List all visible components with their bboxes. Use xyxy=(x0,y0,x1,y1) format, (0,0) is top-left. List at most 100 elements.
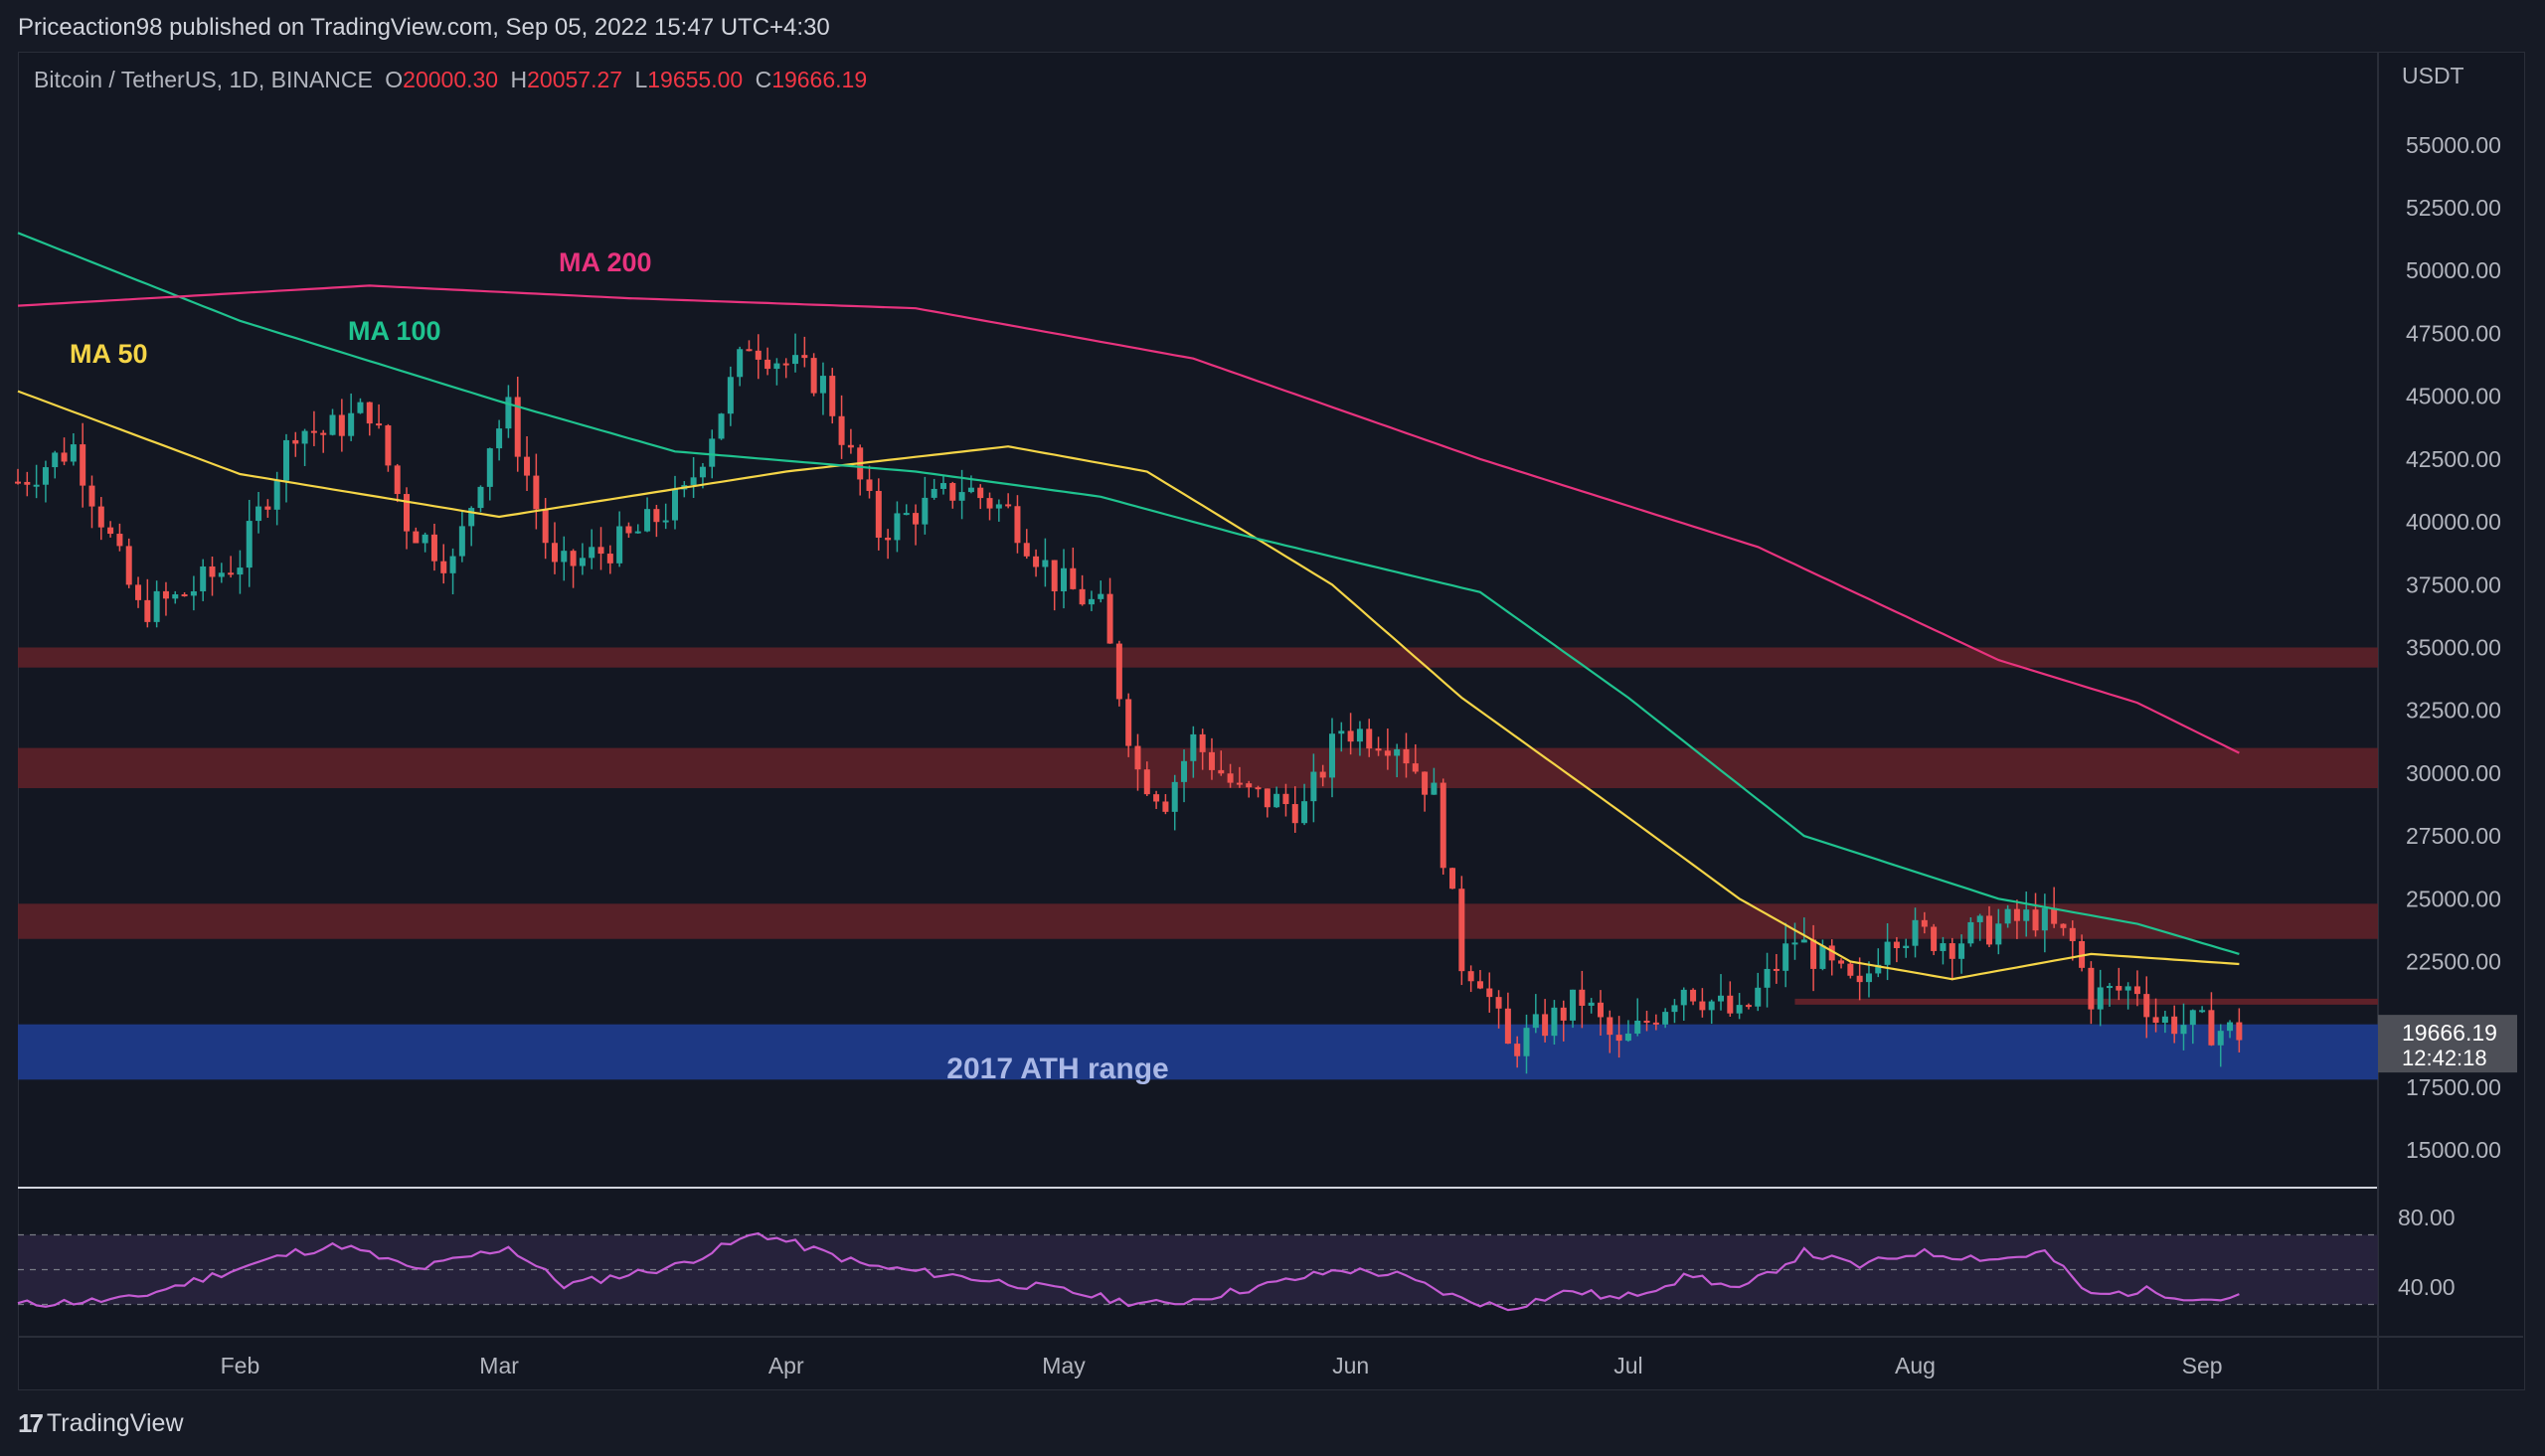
month-tick-label: Sep xyxy=(2182,1353,2223,1378)
price-tick-label: 30000.00 xyxy=(2406,760,2501,786)
candle-body xyxy=(1847,963,1854,976)
price-tick-label: 55000.00 xyxy=(2406,132,2501,158)
candle-body xyxy=(2217,1031,2224,1046)
last-price-badge xyxy=(2378,1015,2517,1073)
candle-body xyxy=(1810,939,1817,969)
candle-body xyxy=(1903,945,1910,949)
published-line: Priceaction98 published on TradingView.c… xyxy=(18,14,830,41)
candle-body xyxy=(866,479,873,491)
brand-name: TradingView xyxy=(46,1408,184,1437)
candle-body xyxy=(218,572,225,577)
candle-body xyxy=(1838,960,1845,964)
candle-body xyxy=(2116,986,2122,991)
candle-body xyxy=(1791,942,1798,945)
candle-body xyxy=(404,494,411,532)
candle-body xyxy=(709,438,716,467)
candle-body xyxy=(282,439,289,481)
candle-body xyxy=(42,467,49,485)
candle-body xyxy=(449,556,456,573)
candle-body xyxy=(181,594,188,597)
candle-body xyxy=(107,527,114,535)
candle-body xyxy=(1264,788,1271,808)
resistance-zone xyxy=(18,647,2378,668)
candle-body xyxy=(1773,968,1780,971)
candle-body xyxy=(1708,1001,1715,1011)
candle-body xyxy=(949,483,956,501)
candle-body xyxy=(162,590,169,599)
candle-body xyxy=(33,484,40,487)
price-tick-label: 35000.00 xyxy=(2406,634,2501,660)
candle-body xyxy=(61,452,68,462)
candle-body xyxy=(1208,751,1215,770)
candle-body xyxy=(1514,1044,1521,1056)
candle-body xyxy=(1394,748,1401,756)
candle-body xyxy=(838,415,845,445)
candle-body xyxy=(1005,504,1012,507)
candle-body xyxy=(1014,506,1021,544)
candle-body xyxy=(1643,1021,1650,1024)
ma-line-100 xyxy=(17,232,2240,955)
candle-body xyxy=(1570,989,1577,1021)
candle-body xyxy=(1662,1012,1669,1025)
candle-body xyxy=(273,480,280,510)
candle-body xyxy=(52,452,59,468)
candle-body xyxy=(551,543,558,563)
candle-body xyxy=(2088,967,2095,1010)
month-tick-label: Jun xyxy=(1332,1353,1369,1378)
candle-body xyxy=(894,513,901,541)
candle-body xyxy=(2013,908,2020,921)
annotation-label: MA 50 xyxy=(70,339,148,369)
candle-body xyxy=(2161,1016,2168,1024)
candle-body xyxy=(1449,868,1456,890)
candle-body xyxy=(1051,560,1058,591)
footer-brand[interactable]: 17 TradingView xyxy=(18,1403,184,1443)
candle-body xyxy=(190,590,197,596)
candle-body xyxy=(1384,750,1391,756)
candle-body xyxy=(1893,941,1900,949)
candle-body xyxy=(986,498,993,509)
candle-body xyxy=(1088,598,1095,605)
candle-body xyxy=(2227,1022,2234,1032)
price-tick-label: 15000.00 xyxy=(2406,1137,2501,1163)
candle-body xyxy=(1764,968,1771,988)
candle-body xyxy=(1690,989,1697,1002)
candle-body xyxy=(413,531,420,544)
candle-body xyxy=(644,509,651,532)
candle-body xyxy=(690,477,697,486)
price-tick-label: 47500.00 xyxy=(2406,320,2501,346)
candle-body xyxy=(1227,773,1234,783)
candle-body xyxy=(2023,909,2030,921)
month-tick-label: Feb xyxy=(221,1353,260,1378)
candle-body xyxy=(1671,1005,1678,1013)
publish-header: Priceaction98 published on TradingView.c… xyxy=(0,0,2545,58)
candle-body xyxy=(1699,1001,1706,1011)
candle-body xyxy=(1162,801,1169,812)
rsi-tick-label: 80.00 xyxy=(2398,1205,2456,1230)
candle-body xyxy=(597,547,604,555)
candle-body xyxy=(2051,907,2058,924)
candle-body xyxy=(1403,748,1410,764)
candle-body xyxy=(1486,988,1493,998)
candle-body xyxy=(1504,1008,1511,1045)
candle-body xyxy=(329,414,336,435)
candle-body xyxy=(995,504,1002,509)
candle-body xyxy=(2004,908,2011,924)
candle-body xyxy=(570,551,577,566)
candle-body xyxy=(1718,995,1725,1002)
candle-body xyxy=(366,402,373,424)
candle-body xyxy=(1800,939,1807,943)
candle-body xyxy=(847,444,854,448)
candle-body xyxy=(755,350,762,360)
candle-body xyxy=(958,492,965,501)
candle-body xyxy=(1579,989,1586,1006)
candle-body xyxy=(662,520,669,523)
candle-body xyxy=(1995,923,2002,945)
candle-body xyxy=(1125,699,1132,746)
candle-body xyxy=(422,534,428,544)
price-tick-label: 25000.00 xyxy=(2406,886,2501,911)
candles xyxy=(15,333,2243,1074)
candle-body xyxy=(496,428,503,449)
candle-body xyxy=(1755,987,1762,1007)
close-key: C xyxy=(755,67,772,92)
candle-body xyxy=(1440,782,1446,869)
